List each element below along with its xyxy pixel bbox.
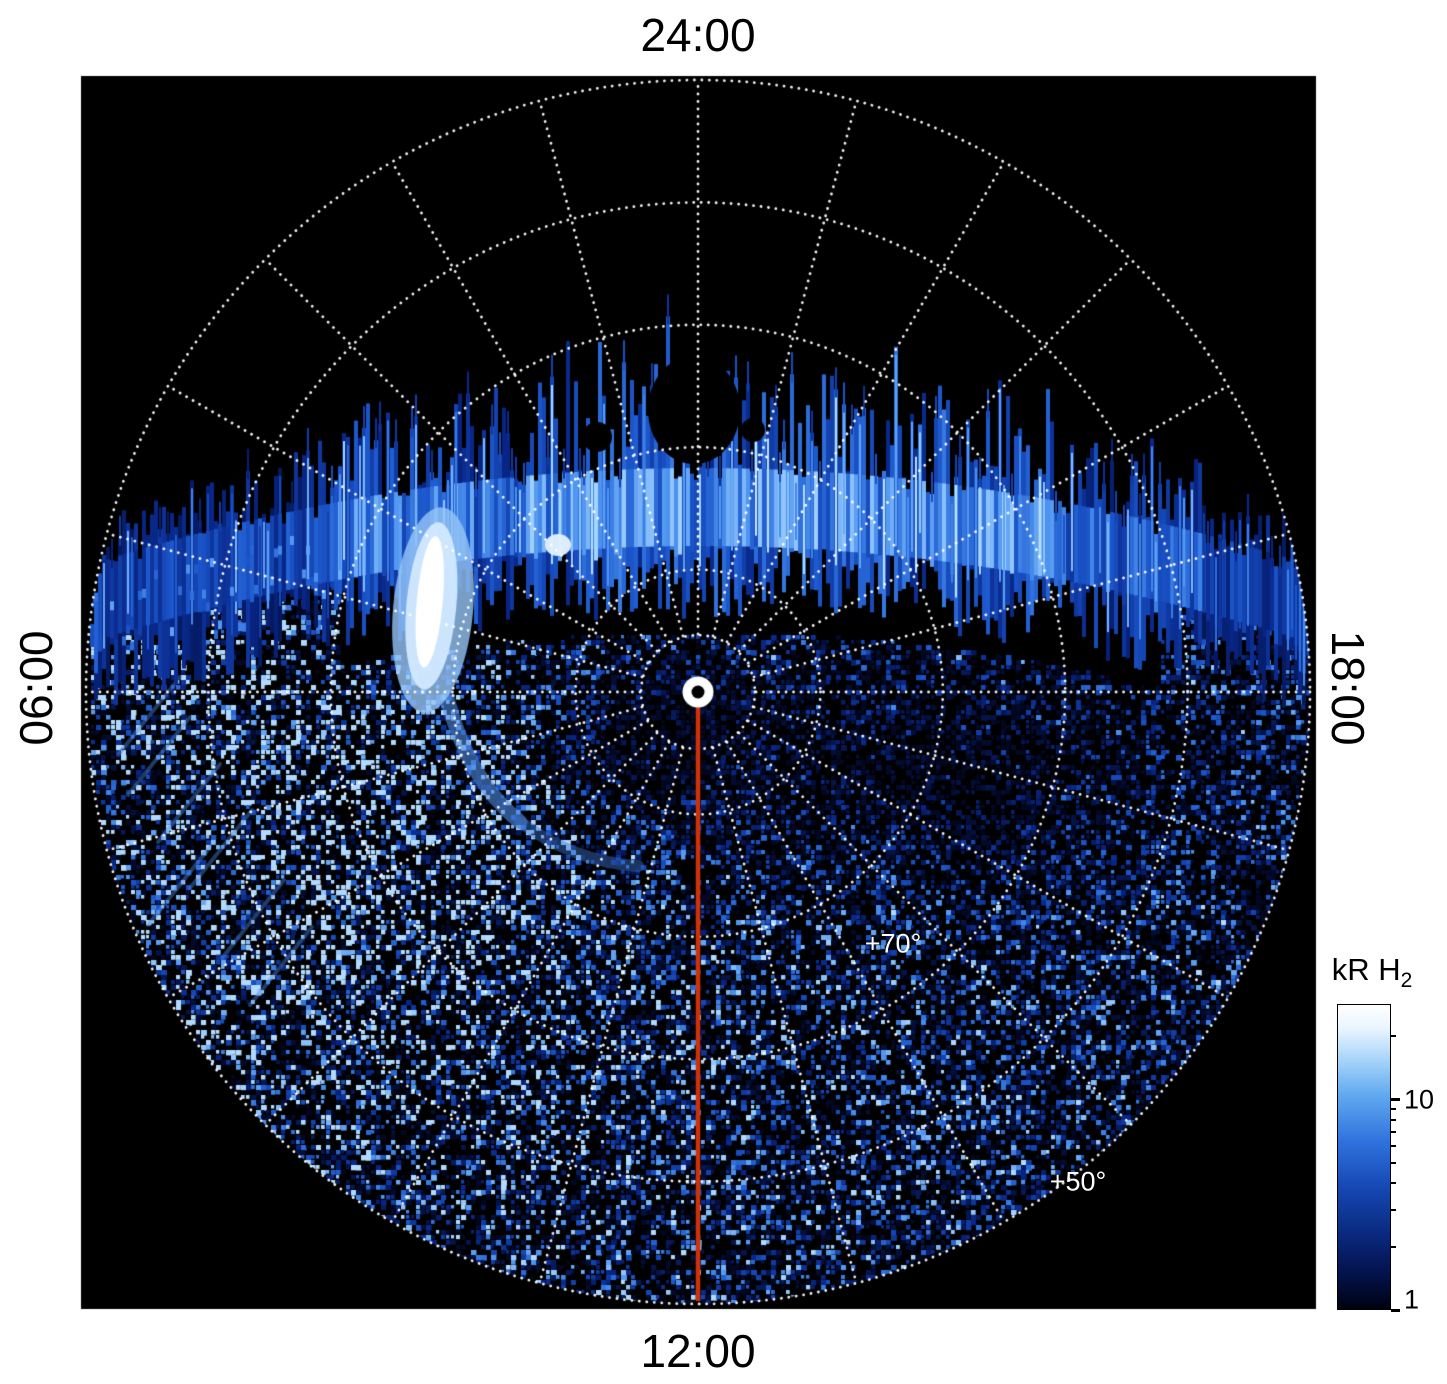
colorbar-minor-tick bbox=[1391, 1245, 1396, 1248]
colorbar-major-tick bbox=[1391, 1308, 1400, 1312]
colorbar-title-sub: 2 bbox=[1400, 969, 1413, 993]
time-label-1800: 18:00 bbox=[1322, 630, 1374, 746]
colorbar-major-tick bbox=[1391, 1098, 1400, 1102]
colorbar-minor-tick bbox=[1391, 1108, 1396, 1111]
colorbar-title: kR H2 bbox=[1332, 952, 1413, 993]
colorbar-minor-tick bbox=[1391, 1035, 1396, 1038]
colorbar-tick-label: 1 bbox=[1404, 1284, 1420, 1315]
colorbar-minor-tick bbox=[1391, 1161, 1396, 1164]
time-label-0600: 06:00 bbox=[10, 630, 62, 746]
time-label-1200: 12:00 bbox=[640, 1325, 756, 1377]
colorbar-tick-label: 10 bbox=[1404, 1084, 1435, 1115]
colorbar-minor-tick bbox=[1391, 1145, 1396, 1148]
colorbar-title-main: kR H bbox=[1331, 952, 1401, 987]
colorbar-minor-tick bbox=[1391, 1119, 1396, 1122]
colorbar-minor-tick bbox=[1391, 1182, 1396, 1185]
colorbar-gradient bbox=[1337, 1004, 1391, 1310]
latitude-label-50: +50° bbox=[1049, 1166, 1107, 1197]
colorbar-minor-tick bbox=[1391, 1208, 1396, 1211]
latitude-label-70: +70° bbox=[864, 928, 922, 959]
colorbar-minor-tick bbox=[1391, 1131, 1396, 1134]
time-label-2400: 24:00 bbox=[640, 9, 756, 61]
